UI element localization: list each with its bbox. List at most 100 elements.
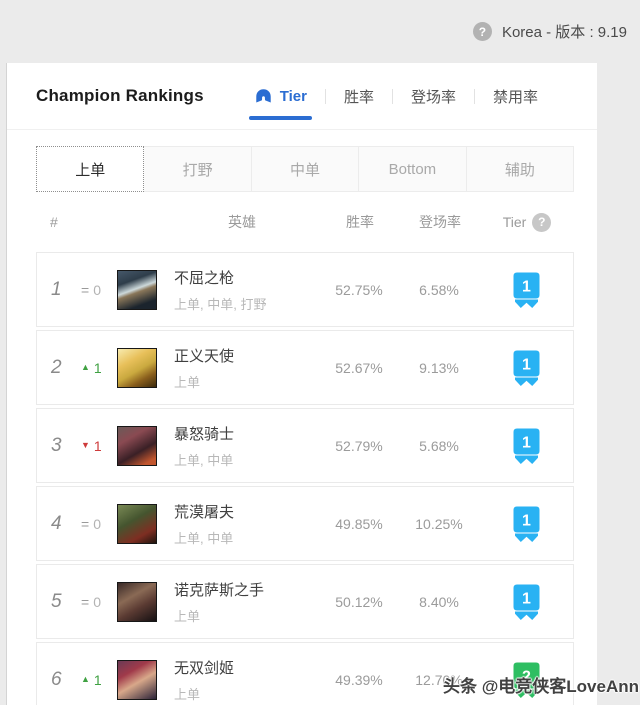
- champion-portrait[interactable]: [117, 581, 157, 622]
- pick-rate-value: 8.40%: [419, 593, 459, 610]
- table-row[interactable]: 1 = 0 不屈之枪 上单, 中单, 打野 52.75% 6.58% 1: [36, 252, 574, 327]
- region-version-label[interactable]: Korea - 版本 : 9.19: [501, 24, 627, 41]
- champion-portrait-cell: [117, 425, 165, 466]
- tier-cell: 1: [479, 584, 573, 620]
- column-tier-label: Tier: [502, 214, 527, 230]
- pick-rate-value: 9.13%: [419, 359, 459, 376]
- position-tabs: 上单 打野 中单 Bottom 辅助: [36, 146, 575, 192]
- champion-cell: 诺克萨斯之手 上单: [165, 579, 319, 625]
- rank-change-value: 0: [93, 593, 101, 610]
- column-pick-rate: 登场率: [419, 214, 461, 230]
- tier-badge-icon: 1: [513, 584, 539, 620]
- tab-ban-rate[interactable]: 禁用率: [475, 63, 556, 129]
- rank-number: 3: [51, 434, 62, 456]
- rank-change: ▲ 1: [81, 672, 117, 688]
- rank-change-icon: ▼: [81, 440, 90, 450]
- rank-number: 1: [51, 278, 62, 300]
- champion-portrait-cell: [117, 581, 165, 622]
- champion-roles: 上单, 中单: [174, 452, 234, 468]
- champion-name[interactable]: 无双剑姬: [174, 659, 235, 677]
- table-row[interactable]: 6 ▲ 1 无双剑姬 上单 49.39% 12.70% 2: [36, 642, 574, 705]
- champion-portrait[interactable]: [117, 425, 157, 466]
- rank-change: = 0: [81, 594, 117, 610]
- tab-tier[interactable]: Tier: [236, 63, 325, 129]
- champion-portrait[interactable]: [117, 659, 157, 700]
- tab-win-rate-label: 胜率: [344, 88, 375, 106]
- tier-help-icon[interactable]: ?: [532, 212, 552, 232]
- tier-cell: 1: [479, 350, 573, 386]
- tab-divider: [474, 88, 476, 104]
- rank-change-icon: =: [81, 593, 90, 610]
- column-tier: Tier ?: [480, 212, 574, 232]
- tier-badge-number: 1: [522, 512, 531, 529]
- rank-change: = 0: [81, 282, 117, 298]
- tier-badge-number: 1: [522, 590, 531, 607]
- tier-badge-number: 1: [522, 356, 531, 373]
- champion-cell: 不屈之枪 上单, 中单, 打野: [165, 267, 319, 313]
- pick-rate-value: 10.25%: [415, 515, 463, 532]
- table-row[interactable]: 2 ▲ 1 正义天使 上单 52.67% 9.13% 1: [36, 330, 574, 405]
- pick-rate-value: 12.70%: [415, 671, 463, 688]
- champion-portrait-cell: [117, 347, 165, 388]
- champion-cell: 荒漠屠夫 上单, 中单: [165, 501, 319, 547]
- position-tab-top[interactable]: 上单: [36, 146, 145, 192]
- champion-name[interactable]: 暴怒骑士: [174, 425, 235, 443]
- tab-pick-rate[interactable]: 登场率: [393, 63, 474, 129]
- champion-roles: 上单, 中单: [174, 530, 234, 546]
- win-rate-value: 50.12%: [335, 593, 383, 610]
- champion-portrait[interactable]: [117, 269, 157, 310]
- tab-win-rate[interactable]: 胜率: [326, 63, 392, 129]
- champion-name[interactable]: 荒漠屠夫: [174, 503, 235, 521]
- position-tab-support[interactable]: 辅助: [465, 146, 575, 192]
- rankings-table-body: 1 = 0 不屈之枪 上单, 中单, 打野 52.75% 6.58% 1 2 ▲…: [36, 252, 574, 705]
- table-row[interactable]: 4 = 0 荒漠屠夫 上单, 中单 49.85% 10.25% 1: [36, 486, 574, 561]
- rank-change-icon: =: [81, 281, 90, 298]
- rank-change: ▲ 1: [81, 360, 117, 376]
- rank-number: 2: [51, 356, 62, 378]
- tab-divider: [392, 88, 394, 104]
- rank-change-icon: =: [81, 515, 90, 532]
- champion-roles: 上单: [174, 608, 201, 624]
- champion-name[interactable]: 不屈之枪: [174, 269, 235, 287]
- page-title: Champion Rankings: [36, 86, 204, 105]
- stat-tabs: Tier 胜率 登场率 禁用率: [236, 63, 556, 129]
- table-row[interactable]: 3 ▼ 1 暴怒骑士 上单, 中单 52.79% 5.68% 1: [36, 408, 574, 483]
- champion-cell: 暴怒骑士 上单, 中单: [165, 423, 319, 469]
- win-rate-value: 52.79%: [335, 437, 383, 454]
- help-icon[interactable]: ?: [472, 22, 492, 41]
- rank-number: 6: [51, 668, 62, 690]
- rank-change-value: 0: [93, 281, 101, 298]
- champion-portrait-cell: [117, 269, 165, 310]
- win-rate-value: 49.39%: [335, 671, 383, 688]
- tier-cell: 1: [479, 428, 573, 464]
- champion-name[interactable]: 诺克萨斯之手: [174, 581, 265, 599]
- position-tab-bottom[interactable]: Bottom: [358, 146, 467, 192]
- tier-cell: 1: [479, 272, 573, 308]
- tier-hood-icon: [256, 88, 271, 102]
- table-row[interactable]: 5 = 0 诺克萨斯之手 上单 50.12% 8.40% 1: [36, 564, 574, 639]
- tier-badge-icon: 1: [513, 350, 539, 386]
- tab-ban-rate-label: 禁用率: [493, 88, 539, 106]
- header-bar: Champion Rankings Tier 胜率 登场率 禁用率: [7, 63, 597, 130]
- rank-number: 5: [51, 590, 62, 612]
- champion-roles: 上单: [174, 686, 201, 702]
- champion-name[interactable]: 正义天使: [174, 347, 235, 365]
- champion-portrait[interactable]: [117, 503, 157, 544]
- champion-roles: 上单: [174, 374, 201, 390]
- column-win-rate: 胜率: [346, 214, 374, 230]
- win-rate-value: 49.85%: [335, 515, 383, 532]
- pick-rate-value: 5.68%: [419, 437, 459, 454]
- position-tab-jungle[interactable]: 打野: [143, 146, 252, 192]
- rank-change-value: 1: [93, 359, 102, 376]
- position-tab-mid[interactable]: 中单: [250, 146, 360, 192]
- tier-badge-icon: 1: [513, 428, 539, 464]
- watermark: 头条 @电竞侠客LoveAnn: [442, 677, 639, 696]
- tab-divider: [325, 88, 326, 104]
- rank-change: = 0: [81, 516, 117, 532]
- champion-cell: 正义天使 上单: [165, 345, 319, 391]
- champion-roles: 上单, 中单, 打野: [174, 296, 267, 312]
- tab-pick-rate-label: 登场率: [411, 88, 457, 106]
- champion-portrait[interactable]: [117, 347, 157, 388]
- tier-cell: 2: [479, 662, 573, 698]
- tier-badge-icon: 2: [513, 662, 539, 698]
